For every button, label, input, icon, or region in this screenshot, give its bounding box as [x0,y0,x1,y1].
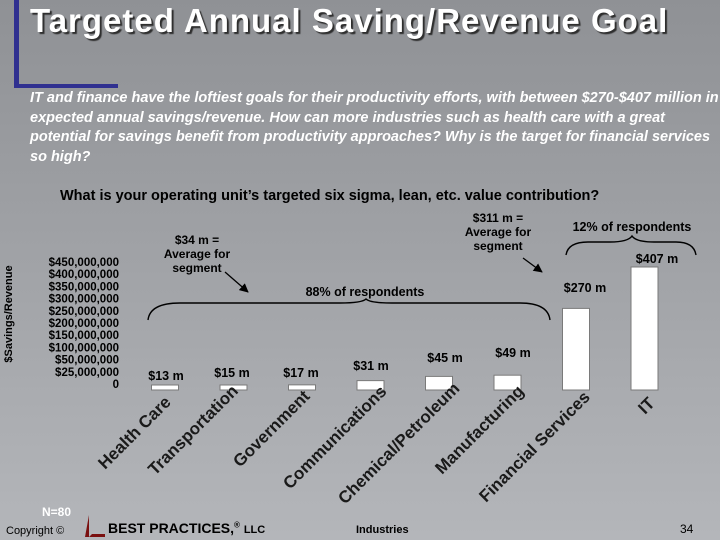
bar [151,384,179,391]
x-axis-title: Industries [356,524,409,536]
y-tick-label: $150,000,000 [49,330,119,342]
y-tick-label: $25,000,000 [55,367,119,379]
data-label: $13 m [148,369,183,383]
bar [288,384,316,391]
y-tick-label: $350,000,000 [49,281,119,293]
data-label: $407 m [636,252,678,266]
bar [425,375,453,391]
bar [356,380,385,391]
y-axis-title: $Savings/Revenue [3,265,15,362]
copyright-notice: Copyright © [6,525,65,537]
data-label: $31 m [353,359,388,373]
data-label: $270 m [564,281,606,295]
bar [493,374,522,391]
sample-size: N=80 [42,505,72,519]
title-underline [14,84,118,88]
respondent-bracket-low [147,298,551,321]
brand-registered-mark: ® [234,520,240,530]
data-label: $17 m [283,366,318,380]
callout-arrow-high [522,257,543,273]
average-callout-low: Average for [164,247,231,261]
title-accent-bar [14,0,19,88]
brand-name: BEST PRACTICES,® LLC [108,520,265,536]
y-tick-label: 0 [113,379,119,391]
bar [562,307,590,391]
slide-summary: IT and finance have the loftiest goals f… [30,90,719,165]
respondent-share-low: 88% of respondents [306,285,425,299]
average-callout-low: $34 m = [175,233,219,247]
brand-label: BEST PRACTICES, [108,520,235,536]
best-practices-logo-icon [85,515,105,537]
category-label: Chemical/Petroleum [334,379,463,508]
category-label: IT [634,393,659,418]
y-tick-label: $50,000,000 [55,355,119,367]
average-callout-high: segment [473,239,522,253]
respondent-share-high: 12% of respondents [573,220,692,234]
brand-suffix: LLC [243,524,266,536]
bar [630,266,659,391]
average-callout-high: Average for [465,225,532,239]
data-label: $45 m [427,351,462,365]
page-number: 34 [680,522,694,536]
y-tick-label: $450,000,000 [49,257,119,269]
average-callout-high: $311 m = [473,211,523,225]
average-callout-low: segment [172,261,221,275]
y-tick-label: $100,000,000 [49,342,119,354]
y-tick-label: $300,000,000 [49,294,119,306]
respondent-bracket-high [565,234,697,256]
bar [219,384,248,391]
callout-arrow-low [224,271,249,293]
data-label: $49 m [495,346,530,360]
y-tick-label: $400,000,000 [49,269,119,281]
survey-question: What is your operating unit’s targeted s… [60,188,600,204]
slide-title: Targeted Annual Saving/Revenue Goal [30,2,669,39]
y-tick-label: $200,000,000 [49,318,119,330]
data-label: $15 m [214,366,249,380]
y-tick-label: $250,000,000 [49,306,119,318]
